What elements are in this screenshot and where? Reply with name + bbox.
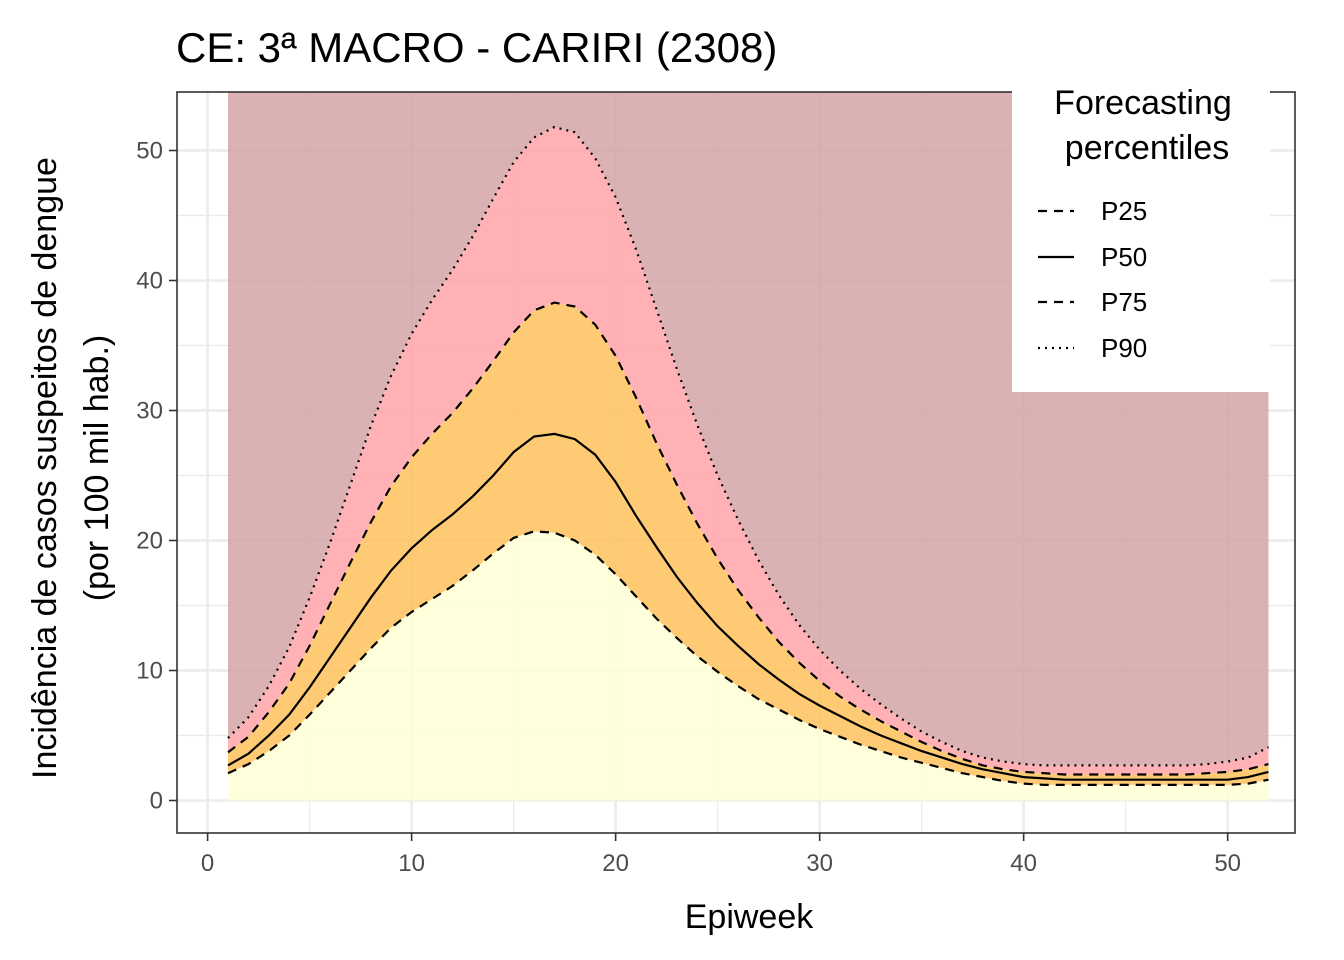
line-p25	[227, 530, 1269, 786]
x-tick-label: 10	[398, 850, 425, 877]
band-p75-p90	[228, 127, 1269, 775]
x-tick-label: 30	[806, 850, 833, 877]
x-tick-label: 40	[1010, 850, 1037, 877]
y-tick-label: 30	[136, 398, 163, 425]
legend-title-line-1: Forecasting	[1054, 84, 1232, 122]
x-axis-title: Epiweek	[685, 898, 815, 936]
legend-label-p90: P90	[1101, 333, 1147, 363]
y-tick-label: 10	[136, 658, 163, 685]
y-axis: 0 10 20 30 40 50	[136, 138, 177, 815]
y-tick-label: 20	[136, 528, 163, 555]
legend: Forecasting percentiles P25 P50 P75 P90	[1012, 78, 1270, 392]
y-axis-title-line-2: (por 100 mil hab.)	[78, 335, 116, 601]
y-tick-label: 0	[150, 788, 163, 815]
line-p50	[227, 432, 1269, 781]
legend-label-p50: P50	[1101, 242, 1147, 272]
x-tick-label: 20	[602, 850, 629, 877]
legend-background	[1012, 78, 1270, 392]
legend-label-p25: P25	[1101, 196, 1147, 226]
x-tick-label: 50	[1214, 850, 1241, 877]
x-axis: 0 10 20 30 40 50	[201, 833, 1241, 877]
line-p75	[227, 301, 1269, 776]
forecast-bands	[228, 92, 1269, 801]
y-tick-label: 50	[136, 138, 163, 165]
x-tick-label: 0	[201, 850, 214, 877]
legend-title-line-2: percentiles	[1065, 129, 1229, 167]
y-axis-title-line-1: Incidência de casos suspeitos de dengue	[26, 157, 64, 779]
percentile-lines	[227, 125, 1269, 786]
plot-border	[176, 91, 1296, 834]
band-below-p25	[228, 531, 1269, 801]
band-p25-p75	[228, 302, 1269, 785]
chart-title: CE: 3ª MACRO - CARIRI (2308)	[176, 24, 777, 71]
band-above-p90	[228, 92, 1269, 766]
legend-label-p75: P75	[1101, 287, 1147, 317]
y-tick-label: 40	[136, 268, 163, 295]
